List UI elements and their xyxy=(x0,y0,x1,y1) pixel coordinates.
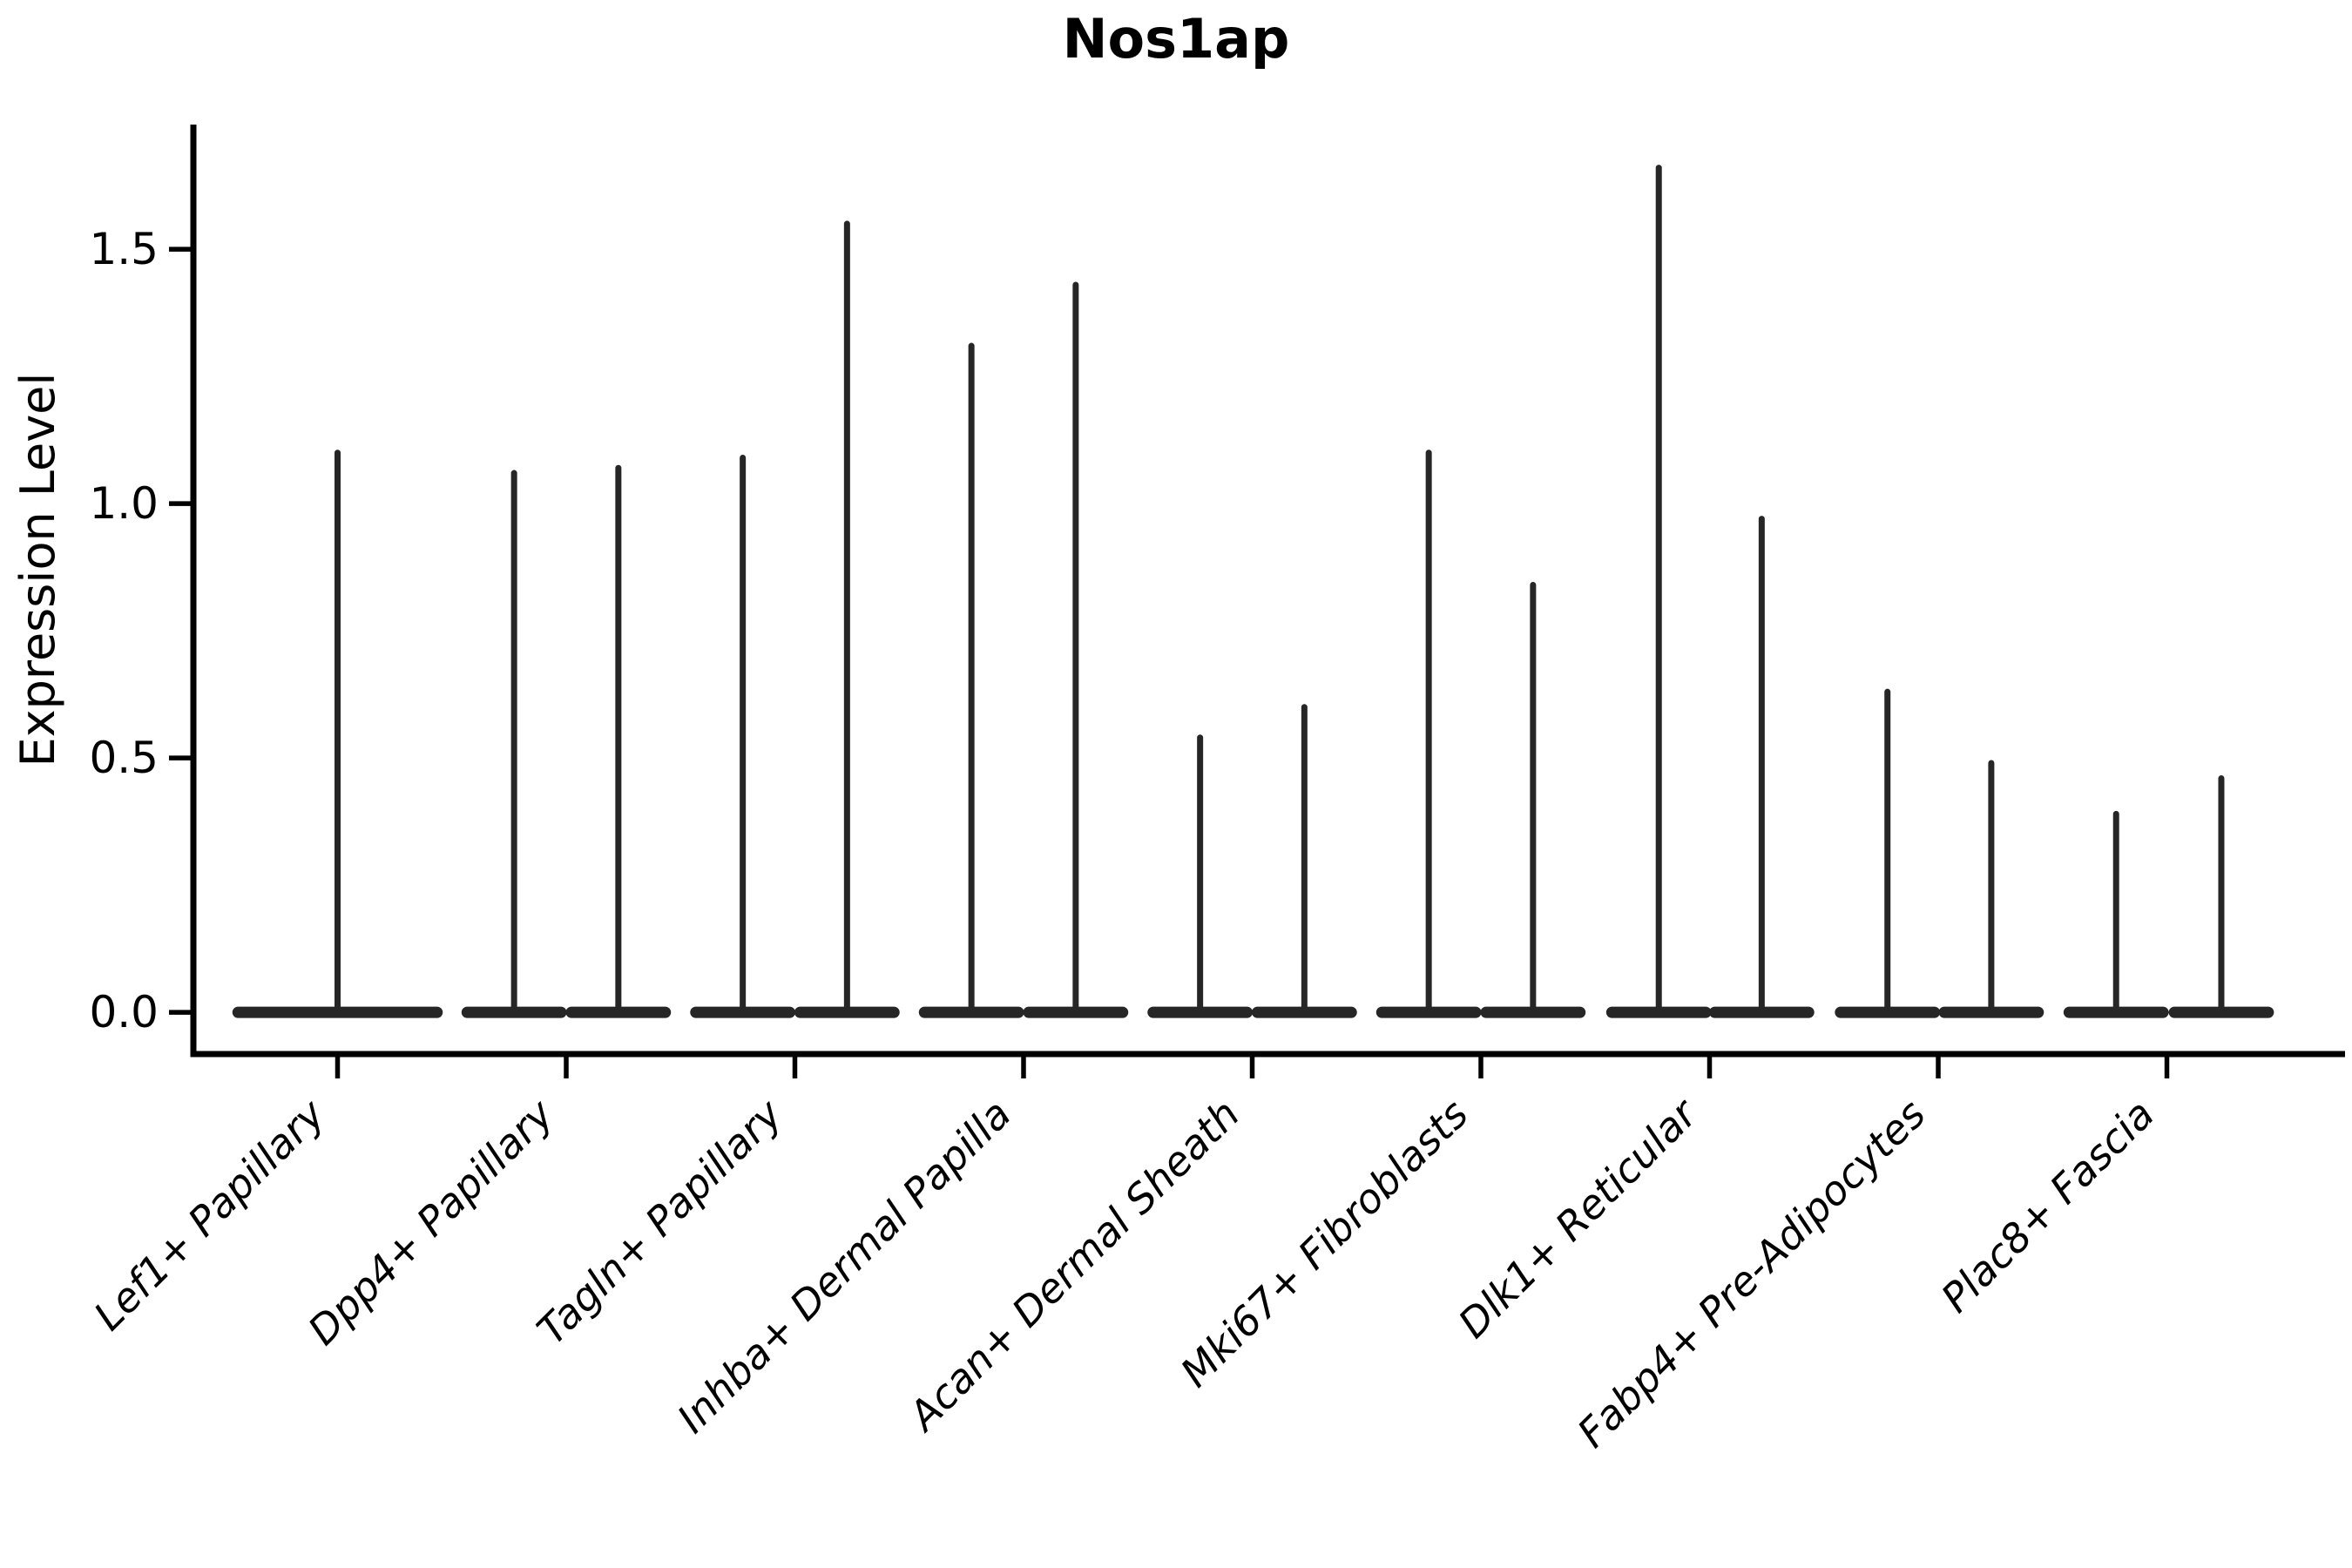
violin xyxy=(918,281,1129,1018)
y-tick-label: 1.0 xyxy=(89,478,159,529)
y-axis-label: Expression Level xyxy=(10,373,65,767)
violin xyxy=(1147,704,1357,1018)
y-axis: 0.0 0.5 1.0 1.5 xyxy=(89,224,193,1037)
x-tick-label: Lef1+ Papillary xyxy=(84,1090,334,1339)
y-tick-label: 0.5 xyxy=(89,733,159,783)
violin xyxy=(461,464,672,1018)
violin xyxy=(690,220,900,1018)
violins-layer xyxy=(232,165,2274,1018)
y-tick-label: 1.5 xyxy=(89,224,159,274)
x-tick-label: Dpp4+ Papillary xyxy=(299,1090,563,1354)
violin xyxy=(1605,165,1815,1018)
violin xyxy=(1835,688,2044,1018)
violin xyxy=(2063,774,2274,1018)
violin xyxy=(1375,449,1586,1018)
y-tick-label: 0.0 xyxy=(89,987,159,1037)
violin xyxy=(232,449,443,1018)
chart-title: Nos1ap xyxy=(1063,7,1290,71)
x-tick-label: Tagln+ Papillary xyxy=(528,1090,792,1354)
axes-spines xyxy=(190,125,2345,1058)
x-tick-label: Dlk1+ Reticular xyxy=(1450,1088,1708,1347)
x-tick-label: Plac8+ Fascia xyxy=(1932,1091,2163,1321)
